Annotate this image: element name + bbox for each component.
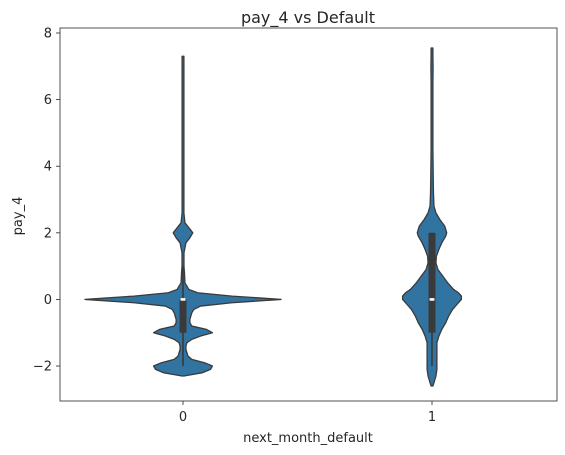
- violin-iqr-box-1: [428, 232, 436, 333]
- y-tick-label: 6: [44, 93, 52, 108]
- y-tick-label: 8: [44, 26, 52, 41]
- chart-title: pay_4 vs Default: [241, 8, 375, 28]
- axes-frame: [59, 27, 558, 402]
- violin-median-1: [429, 298, 435, 301]
- y-tick-label: 4: [44, 160, 52, 175]
- y-tick-label: −2: [33, 360, 52, 375]
- violin-median-0: [180, 298, 186, 301]
- violin-body-1: [401, 47, 463, 387]
- y-axis-title: pay_4: [11, 197, 26, 236]
- y-axis: −2 0 2 4 6 8: [33, 26, 60, 375]
- y-tick-label: 0: [44, 293, 52, 308]
- violin-body-0: [84, 55, 282, 377]
- x-tick-label: 1: [428, 410, 436, 425]
- x-axis-title: next_month_default: [243, 431, 373, 446]
- violin-iqr-box-0: [179, 299, 187, 333]
- plot-area: [84, 47, 463, 387]
- y-tick-label: 2: [44, 226, 52, 241]
- x-tick-label: 0: [179, 410, 187, 425]
